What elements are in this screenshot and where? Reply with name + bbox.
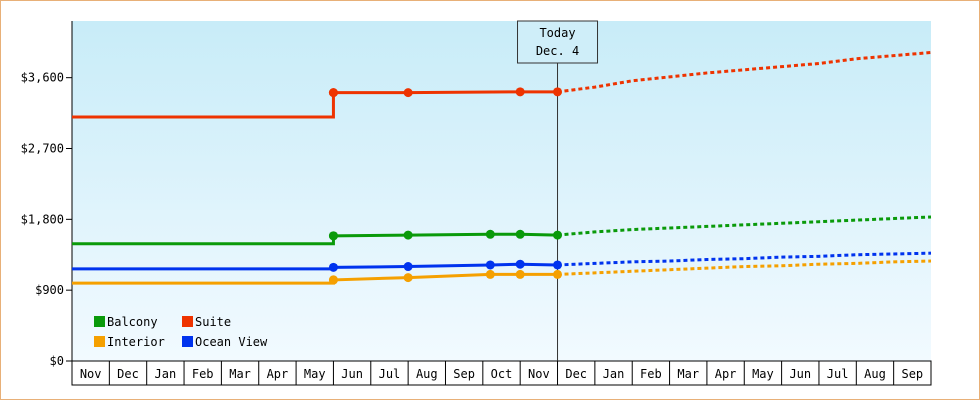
data-point-interior	[485, 269, 495, 279]
data-point-suite	[515, 87, 525, 97]
legend-label-balcony: Balcony	[107, 315, 158, 329]
data-point-ocean-view	[485, 260, 495, 270]
series-forecast-ocean-view	[557, 251, 932, 267]
month-label: Sep	[453, 367, 475, 381]
legend-label-interior: Interior	[107, 335, 165, 349]
month-label: May	[304, 367, 326, 381]
series-line-suite	[72, 90, 558, 119]
data-point-interior	[553, 269, 563, 279]
month-label: Jun	[789, 367, 811, 381]
month-label: Jul	[379, 367, 401, 381]
x-axis: Nov Dec Jan Feb Mar Apr May Jun Jul Aug Sep Oct Nov D…	[71, 360, 932, 386]
month-label: Apr	[267, 367, 289, 381]
y-tick-label: $3,600	[21, 71, 64, 85]
month-label: Jun	[341, 367, 363, 381]
data-point-ocean-view	[403, 262, 413, 272]
month-label: Dec	[117, 367, 139, 381]
month-label: Aug	[416, 367, 438, 381]
data-point-balcony	[328, 231, 338, 241]
series-layer	[72, 50, 932, 285]
month-label: May	[752, 367, 774, 381]
data-point-balcony	[485, 229, 495, 239]
data-point-interior	[403, 273, 413, 283]
legend-label-ocean-view: Ocean View	[195, 335, 268, 349]
month-label: Aug	[864, 367, 886, 381]
legend-swatch-ocean-view	[182, 336, 193, 347]
legend-swatch-balcony	[94, 316, 105, 327]
legend-swatch-interior	[94, 336, 105, 347]
data-point-suite	[403, 88, 413, 98]
month-label: Feb	[640, 367, 662, 381]
legend-swatch-suite	[182, 316, 193, 327]
data-point-ocean-view	[553, 260, 563, 270]
month-label: Jan	[155, 367, 177, 381]
data-point-ocean-view	[515, 259, 525, 269]
y-tick-label: $900	[35, 283, 64, 297]
today-marker: Today Dec. 4	[517, 20, 599, 361]
legend-label-suite: Suite	[195, 315, 231, 329]
data-point-balcony	[553, 230, 563, 240]
data-point-interior	[515, 269, 525, 279]
month-label: Jul	[827, 367, 849, 381]
month-label: Nov	[80, 367, 102, 381]
series-forecast-balcony	[557, 215, 932, 237]
month-label: Mar	[229, 367, 251, 381]
today-date: Dec. 4	[536, 44, 579, 58]
data-point-suite	[553, 87, 563, 97]
month-label: Nov	[528, 367, 550, 381]
y-tick-label: $0	[50, 354, 64, 368]
month-label: Jan	[603, 367, 625, 381]
y-tick-label: $1,800	[21, 212, 64, 226]
month-label: Apr	[715, 367, 737, 381]
y-tick-label: $2,700	[21, 142, 64, 156]
today-callout	[517, 20, 599, 64]
legend: Balcony Suite Interior Ocean View	[94, 315, 268, 349]
data-point-suite	[328, 88, 338, 98]
month-label: Oct	[491, 367, 513, 381]
month-label: Dec	[565, 367, 587, 381]
month-label: Feb	[192, 367, 214, 381]
data-point-interior	[328, 275, 338, 285]
data-point-ocean-view	[328, 262, 338, 272]
month-strip	[71, 360, 932, 386]
data-point-balcony	[515, 229, 525, 239]
month-label: Mar	[677, 367, 699, 381]
month-label: Sep	[901, 367, 923, 381]
y-axis: $0 $900 $1,800 $2,700 $3,600	[21, 21, 73, 368]
series-forecast-interior	[557, 259, 932, 276]
data-point-balcony	[403, 230, 413, 240]
plot-background	[72, 21, 931, 361]
today-label: Today	[539, 26, 575, 40]
